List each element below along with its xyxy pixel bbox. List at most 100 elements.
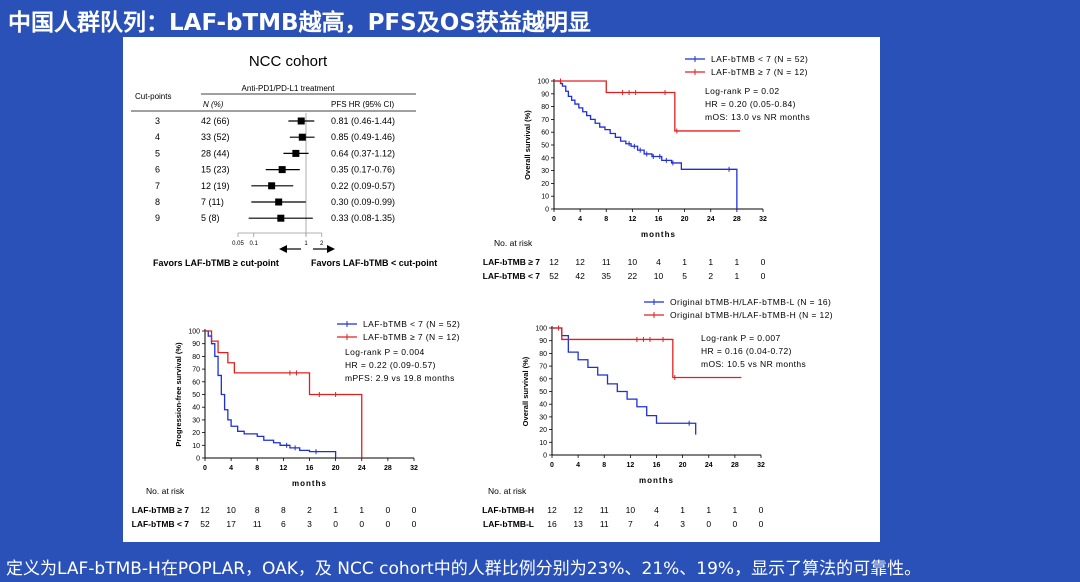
km-y-tick-label: 60: [539, 376, 547, 383]
km-y-tick-label: 0: [196, 456, 200, 463]
km-risk-value: 1: [359, 505, 364, 515]
km-x-tick-label: 16: [655, 216, 663, 223]
km-risk-value: 0: [412, 519, 417, 529]
km-legend-label: LAF-bTMB ≥ 7 (N = 12): [363, 332, 460, 342]
forest-hr-marker: [278, 166, 286, 174]
forest-col-cut: Cut-points: [135, 92, 171, 101]
forest-title: NCC cohort: [249, 53, 328, 70]
km-stat-text: HR = 0.20 (0.05-0.84): [705, 99, 796, 109]
km-x-tick-label: 28: [733, 216, 741, 223]
km-y-tick-label: 10: [541, 194, 549, 201]
km-risk-value: 4: [654, 505, 659, 515]
km-risk-value: 1: [682, 257, 687, 267]
forest-row-hr: 0.30 (0.09-0.99): [331, 197, 395, 207]
km-y-tick-label: 20: [539, 427, 547, 434]
km-risk-value: 11: [253, 519, 262, 529]
km-x-tick-label: 0: [550, 462, 554, 469]
km-risk-value: 3: [307, 519, 312, 529]
km-y-tick-label: 0: [543, 453, 547, 460]
forest-axis-tick-label: 0.1: [250, 241, 259, 247]
forest-axis-tick-label: 2: [320, 241, 324, 247]
forest-row-n: 15 (23): [201, 165, 230, 175]
forest-hr-marker: [292, 149, 300, 157]
km-stat-text: HR = 0.22 (0.09-0.57): [345, 360, 436, 370]
km-y-tick-label: 100: [537, 79, 549, 86]
forest-col-hr: PFS HR (95% CI): [331, 100, 394, 109]
km-y-tick-label: 50: [192, 392, 200, 399]
km-risk-value: 6: [281, 519, 286, 529]
km-y-tick-label: 80: [541, 104, 549, 111]
km-risk-value: 2: [708, 271, 713, 281]
forest-row-cut: 5: [155, 148, 160, 158]
km-y-tick-label: 30: [539, 414, 547, 421]
forest-header-group: Anti-PD1/PD-L1 treatment: [242, 84, 336, 93]
forest-hr-marker: [277, 214, 285, 222]
forest-row-n: 28 (44): [201, 148, 230, 158]
km-x-tick-label: 12: [626, 462, 634, 469]
forest-favors-left: Favors LAF-bTMB ≥ cut-point: [153, 258, 279, 268]
km-x-tick-label: 16: [653, 462, 661, 469]
km-y-tick-label: 40: [539, 402, 547, 409]
km-y-tick-label: 100: [535, 326, 547, 333]
km-risk-value: 0: [386, 505, 391, 515]
km-y-tick-label: 80: [539, 351, 547, 358]
km-risk-label: LAF-bTMB-L: [483, 519, 534, 529]
km-risk-value: 0: [333, 519, 338, 529]
km-risk-value: 52: [200, 519, 210, 529]
forest-row-cut: 7: [155, 181, 160, 191]
km-y-tick-label: 50: [539, 389, 547, 396]
km-legend-label: LAF-bTMB < 7 (N = 52): [363, 319, 460, 329]
forest-row-cut: 4: [155, 132, 160, 142]
km-risk-value: 12: [549, 257, 559, 267]
km-y-tick-label: 30: [192, 417, 200, 424]
forest-row-n: 33 (52): [201, 132, 230, 142]
forest-row-hr: 0.85 (0.49-1.46): [331, 132, 395, 142]
km-risk-label: LAF-bTMB < 7: [483, 271, 541, 281]
km-stat-text: mOS: 10.5 vs NR months: [701, 359, 806, 369]
km-x-tick-label: 24: [358, 465, 366, 472]
km-risk-value: 11: [600, 505, 609, 515]
km-risk-value: 0: [759, 519, 764, 529]
km-curve-red: [205, 330, 363, 458]
km-risk-value: 0: [386, 519, 391, 529]
km-curve-blue: [554, 80, 738, 209]
km-risk-value: 13: [573, 519, 583, 529]
km-risk-value: 16: [547, 519, 557, 529]
forest-row-hr: 0.35 (0.17-0.76): [331, 165, 395, 175]
km-risk-value: 42: [575, 271, 585, 281]
km-y-tick-label: 70: [192, 367, 200, 374]
km-legend-label: Original bTMB-H/LAF-bTMB-L (N = 16): [670, 297, 831, 307]
km-x-tick-label: 16: [306, 465, 314, 472]
km-risk-value: 0: [359, 519, 364, 529]
km-risk-title: No. at risk: [146, 486, 185, 496]
forest-hr-marker: [298, 133, 306, 141]
km-risk-value: 1: [708, 257, 713, 267]
km-legend-label: LAF-bTMB < 7 (N = 52): [711, 54, 808, 64]
km-stat-text: Log-rank P = 0.004: [345, 347, 425, 357]
km-risk-value: 11: [602, 257, 611, 267]
km-y-tick-label: 90: [192, 341, 200, 348]
km-risk-value: 12: [547, 505, 557, 515]
km-stat-text: mOS: 13.0 vs NR months: [705, 112, 810, 122]
km-risk-value: 3: [680, 519, 685, 529]
forest-axis-tick-label: 0.05: [232, 241, 244, 247]
km-y-tick-label: 20: [192, 430, 200, 437]
km-risk-value: 0: [761, 271, 766, 281]
km-y-tick-label: 40: [192, 405, 200, 412]
forest-hr-marker: [268, 182, 276, 190]
forest-favors-right: Favors LAF-bTMB < cut-point: [311, 258, 437, 268]
km-risk-value: 10: [226, 505, 236, 515]
km-risk-value: 10: [654, 271, 664, 281]
km-risk-value: 0: [759, 505, 764, 515]
km-y-tick-label: 10: [192, 443, 200, 450]
forest-row-cut: 9: [155, 213, 160, 223]
km-risk-value: 0: [733, 519, 738, 529]
forest-row-n: 7 (11): [201, 197, 224, 207]
km-y-tick-label: 70: [541, 117, 549, 124]
km-risk-label: LAF-bTMB ≥ 7: [132, 505, 189, 515]
km-risk-value: 22: [628, 271, 638, 281]
forest-row-hr: 0.22 (0.09-0.57): [331, 181, 395, 191]
forest-hr-marker: [297, 117, 305, 125]
